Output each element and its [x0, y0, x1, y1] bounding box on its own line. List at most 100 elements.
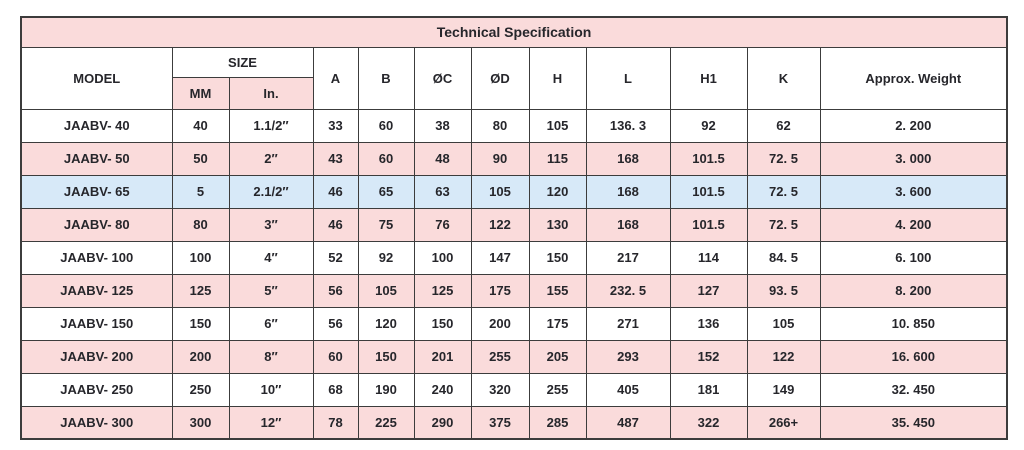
cell-oc: 125: [413, 273, 472, 308]
table-row: JAABV- 40 40 1.1/2″ 33 60 38 80 105 136. 3 92 62 2.…: [20, 108, 1008, 143]
cell-h1: 127: [669, 273, 748, 308]
cell-mm: 250: [171, 372, 230, 407]
col-header-b: B: [357, 46, 415, 110]
cell-in: 5″: [228, 273, 314, 308]
cell-model: JAABV- 40: [20, 108, 173, 143]
cell-h: 175: [528, 306, 587, 341]
cell-oc: 240: [413, 372, 472, 407]
cell-b: 225: [357, 405, 415, 440]
cell-weight: 16. 600: [819, 339, 1008, 374]
cell-model: JAABV- 80: [20, 207, 173, 242]
cell-in: 2″: [228, 141, 314, 176]
cell-a: 60: [312, 339, 359, 374]
cell-b: 105: [357, 273, 415, 308]
cell-in: 12″: [228, 405, 314, 440]
cell-model: JAABV- 200: [20, 339, 173, 374]
cell-h: 255: [528, 372, 587, 407]
cell-mm: 125: [171, 273, 230, 308]
col-header-od: ØD: [470, 46, 530, 110]
cell-oc: 150: [413, 306, 472, 341]
cell-weight: 3. 600: [819, 174, 1008, 209]
cell-od: 105: [470, 174, 530, 209]
cell-od: 147: [470, 240, 530, 275]
table-row: JAABV- 150 150 6″ 56 120 150 200 175 271 136 105 10…: [20, 306, 1008, 341]
table-row: JAABV- 125 125 5″ 56 105 125 175 155 232. 5 127 93…: [20, 273, 1008, 308]
cell-model: JAABV- 100: [20, 240, 173, 275]
cell-k: 72. 5: [746, 207, 821, 242]
cell-a: 46: [312, 174, 359, 209]
col-header-a: A: [312, 46, 359, 110]
table-row: JAABV- 80 80 3″ 46 75 76 122 130 168 101.5 72. 5 4.…: [20, 207, 1008, 242]
cell-h: 130: [528, 207, 587, 242]
cell-k: 62: [746, 108, 821, 143]
cell-in: 2.1/2″: [228, 174, 314, 209]
table-title: Technical Specification: [20, 16, 1008, 48]
cell-mm: 300: [171, 405, 230, 440]
cell-l: 271: [585, 306, 671, 341]
cell-weight: 4. 200: [819, 207, 1008, 242]
cell-h: 155: [528, 273, 587, 308]
cell-h1: 322: [669, 405, 748, 440]
cell-od: 255: [470, 339, 530, 374]
cell-h1: 152: [669, 339, 748, 374]
cell-h: 115: [528, 141, 587, 176]
col-header-h: H: [528, 46, 587, 110]
cell-weight: 2. 200: [819, 108, 1008, 143]
cell-h: 205: [528, 339, 587, 374]
cell-in: 1.1/2″: [228, 108, 314, 143]
cell-h1: 114: [669, 240, 748, 275]
cell-in: 8″: [228, 339, 314, 374]
cell-model: JAABV- 50: [20, 141, 173, 176]
cell-a: 56: [312, 306, 359, 341]
cell-l: 293: [585, 339, 671, 374]
table-row: JAABV- 250 250 10″ 68 190 240 320 255 405 181 149 3…: [20, 372, 1008, 407]
cell-mm: 50: [171, 141, 230, 176]
cell-mm: 80: [171, 207, 230, 242]
cell-weight: 8. 200: [819, 273, 1008, 308]
cell-weight: 35. 450: [819, 405, 1008, 440]
cell-k: 72. 5: [746, 174, 821, 209]
cell-b: 60: [357, 108, 415, 143]
cell-od: 200: [470, 306, 530, 341]
header-row-secondary: MM In.: [21, 76, 1007, 110]
cell-b: 60: [357, 141, 415, 176]
cell-h1: 101.5: [669, 141, 748, 176]
cell-h: 105: [528, 108, 587, 143]
cell-h1: 92: [669, 108, 748, 143]
cell-a: 78: [312, 405, 359, 440]
cell-a: 43: [312, 141, 359, 176]
cell-l: 405: [585, 372, 671, 407]
cell-mm: 40: [171, 108, 230, 143]
cell-mm: 100: [171, 240, 230, 275]
cell-h: 120: [528, 174, 587, 209]
cell-model: JAABV- 125: [20, 273, 173, 308]
cell-oc: 290: [413, 405, 472, 440]
col-header-h1: H1: [669, 46, 748, 110]
cell-od: 175: [470, 273, 530, 308]
table-body: JAABV- 40 40 1.1/2″ 33 60 38 80 105 136. 3 92 62 2.…: [20, 108, 1008, 440]
cell-b: 92: [357, 240, 415, 275]
cell-h1: 181: [669, 372, 748, 407]
cell-in: 3″: [228, 207, 314, 242]
technical-specification-table: Technical Specification MODEL SIZE A B Ø…: [20, 16, 1009, 440]
cell-k: 84. 5: [746, 240, 821, 275]
cell-k: 93. 5: [746, 273, 821, 308]
cell-weight: 3. 000: [819, 141, 1008, 176]
cell-weight: 32. 450: [819, 372, 1008, 407]
cell-l: 232. 5: [585, 273, 671, 308]
cell-model: JAABV- 65: [20, 174, 173, 209]
cell-l: 168: [585, 174, 671, 209]
cell-h: 150: [528, 240, 587, 275]
cell-oc: 63: [413, 174, 472, 209]
cell-b: 190: [357, 372, 415, 407]
cell-mm: 5: [171, 174, 230, 209]
cell-a: 33: [312, 108, 359, 143]
table-row: JAABV- 200 200 8″ 60 150 201 255 205 293 152 122 16…: [20, 339, 1008, 374]
col-header-oc: ØC: [413, 46, 472, 110]
cell-in: 6″: [228, 306, 314, 341]
cell-l: 487: [585, 405, 671, 440]
cell-weight: 6. 100: [819, 240, 1008, 275]
col-header-in: In.: [228, 76, 314, 110]
cell-oc: 76: [413, 207, 472, 242]
